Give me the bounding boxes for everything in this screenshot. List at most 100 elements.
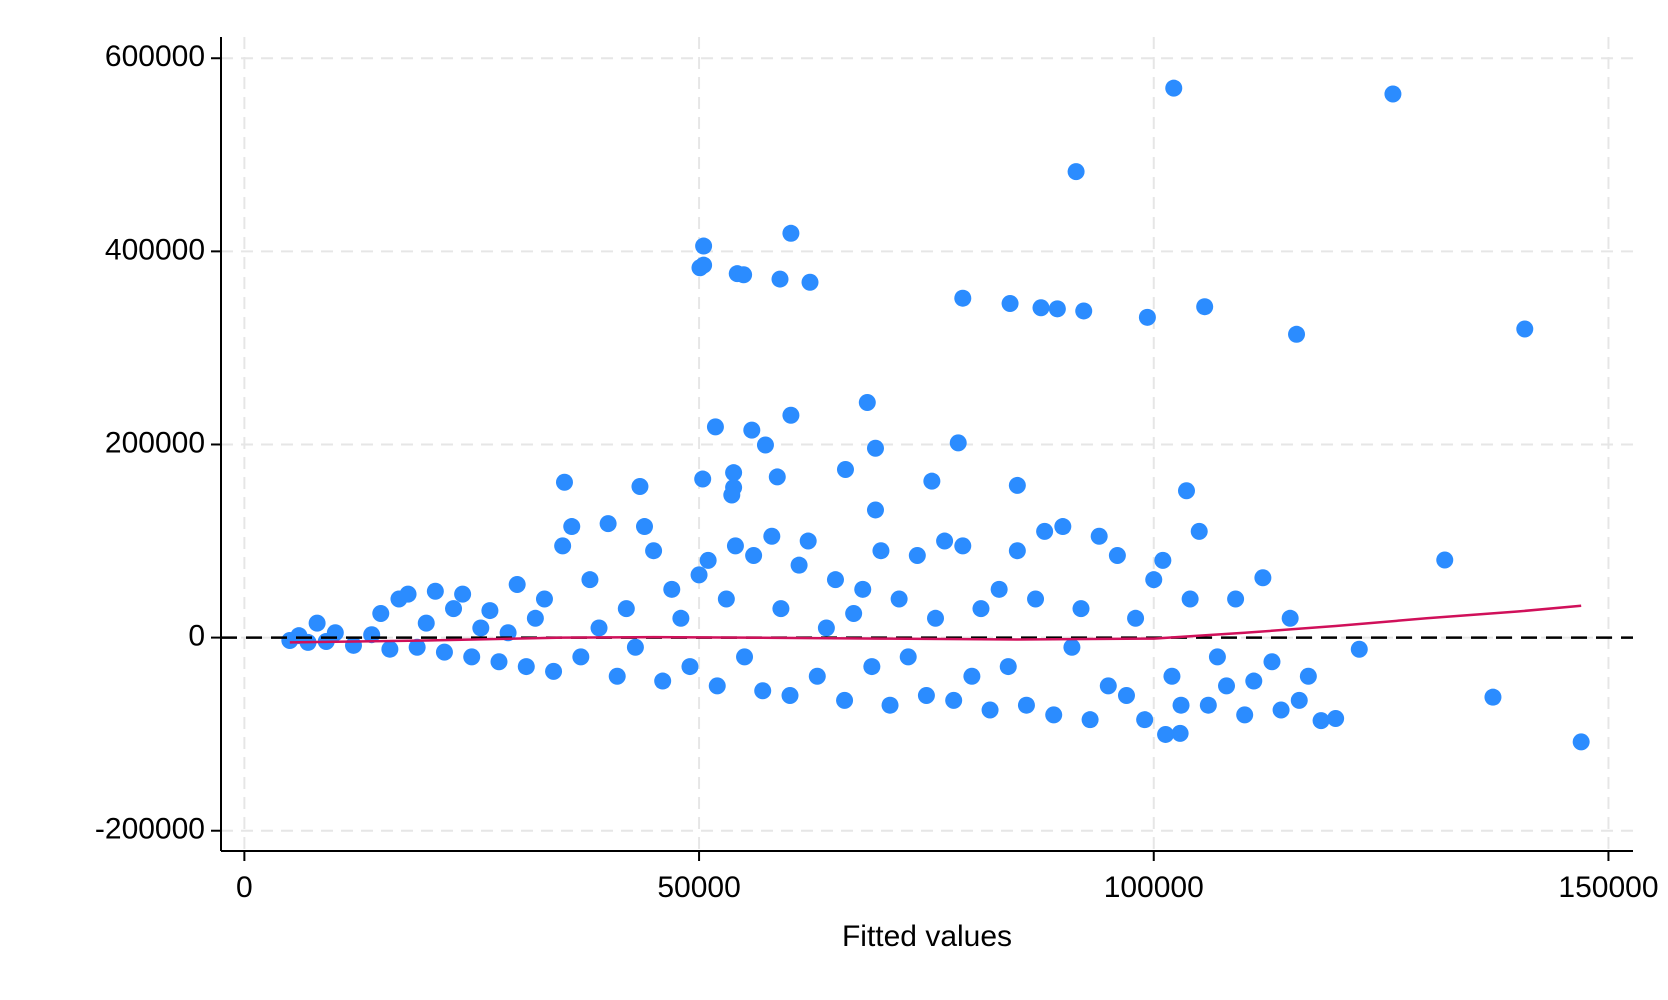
point [945,691,963,709]
point [1138,308,1156,326]
point [799,532,817,550]
point [743,421,761,439]
point [1154,551,1172,569]
point [801,273,819,291]
point [1172,696,1190,714]
point [790,556,808,574]
point [927,609,945,627]
point [1157,725,1175,743]
point [1081,711,1099,729]
y-tick-label: 400000 [105,233,205,266]
point [508,575,526,593]
point [590,619,608,637]
x-axis-title: Fitted values [842,920,1012,953]
point [1054,518,1072,536]
point [663,580,681,598]
point [768,468,786,486]
point [1177,482,1195,500]
point [426,582,444,600]
point [923,472,941,490]
fit-line [289,604,1582,644]
point [454,585,472,603]
point [690,566,708,584]
point [1163,667,1181,685]
point [706,418,724,436]
point [908,547,926,565]
point [763,527,781,545]
x-tick-label: 0 [236,871,253,904]
point [481,602,499,620]
x-tick-label: 50000 [657,871,740,904]
point [1008,542,1026,560]
point [736,648,754,666]
point [836,460,854,478]
point [1136,711,1154,729]
point [445,600,463,618]
point [1272,701,1290,719]
point [472,619,490,637]
point [1245,672,1263,690]
point [344,636,362,654]
point [1516,320,1534,338]
point [1090,527,1108,545]
point [1063,638,1081,656]
point [1208,648,1226,666]
point [1072,600,1090,618]
point [949,434,967,452]
point [1067,163,1085,181]
point [372,604,390,622]
point [866,501,884,519]
point [782,224,800,242]
point [1436,551,1454,569]
point [463,648,481,666]
point [999,658,1017,676]
point [635,518,653,536]
point [1036,522,1054,540]
point [1199,696,1217,714]
point [826,571,844,589]
point [836,691,854,709]
point [917,687,935,705]
point [626,638,644,656]
point [1165,79,1183,97]
point [981,701,999,719]
point [554,537,572,555]
point [1045,706,1063,724]
point [1017,696,1035,714]
point [1075,302,1093,320]
point [1108,547,1126,565]
point [817,619,835,637]
point [399,585,417,603]
point [435,643,453,661]
point [490,653,508,671]
point [723,486,741,504]
point [654,672,672,690]
point [858,393,876,411]
point [1117,687,1135,705]
point [1218,677,1236,695]
y-tick-label: 0 [188,620,205,653]
point [972,600,990,618]
point [1008,476,1026,494]
point [845,604,863,622]
point [1181,590,1199,608]
point [1190,522,1208,540]
point [526,609,544,627]
point [756,436,774,454]
point [631,477,649,495]
point [694,470,712,488]
point [681,658,699,676]
point [808,667,826,685]
point [1572,733,1590,751]
point [608,667,626,685]
point [563,518,581,536]
point [672,609,690,627]
point [963,667,981,685]
point [866,439,884,457]
point [695,237,713,255]
point [863,658,881,676]
point [363,626,381,644]
point [408,638,426,656]
point [1032,299,1050,317]
point [726,537,744,555]
